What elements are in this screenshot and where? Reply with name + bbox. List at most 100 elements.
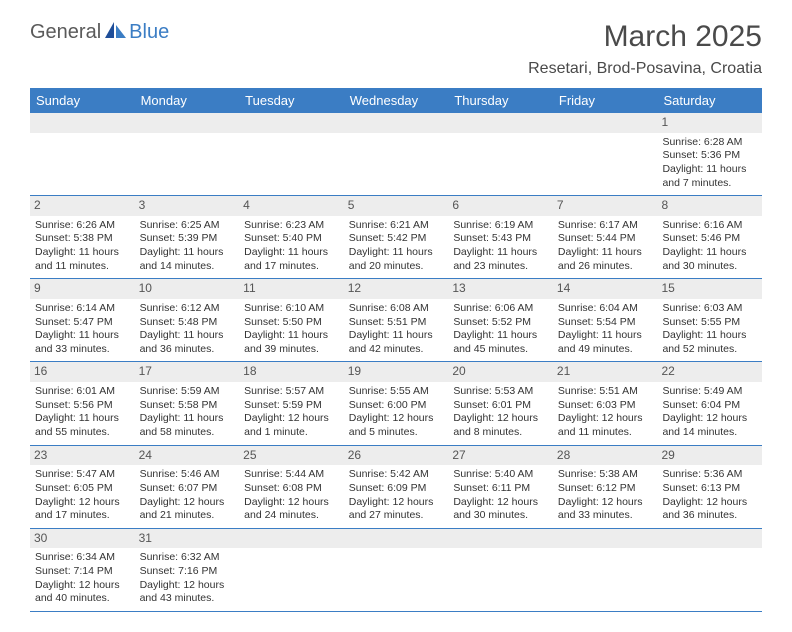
daylight-text: Daylight: 12 hours and 5 minutes. <box>349 412 444 439</box>
day-cell <box>30 113 135 195</box>
sunset-text: Sunset: 6:00 PM <box>349 399 444 413</box>
sunrise-text: Sunrise: 5:53 AM <box>453 385 548 399</box>
day-number: 21 <box>553 362 658 382</box>
daylight-text: Daylight: 12 hours and 24 minutes. <box>244 496 339 523</box>
day-cell: 5Sunrise: 6:21 AMSunset: 5:42 PMDaylight… <box>344 196 449 278</box>
day-number: 2 <box>30 196 135 216</box>
day-number: 17 <box>135 362 240 382</box>
day-number: 6 <box>448 196 553 216</box>
sunrise-text: Sunrise: 6:01 AM <box>35 385 130 399</box>
day-cell: 24Sunrise: 5:46 AMSunset: 6:07 PMDayligh… <box>135 446 240 528</box>
sunset-text: Sunset: 5:38 PM <box>35 232 130 246</box>
day-number: 8 <box>657 196 762 216</box>
day-number <box>448 529 553 549</box>
day-cell: 29Sunrise: 5:36 AMSunset: 6:13 PMDayligh… <box>657 446 762 528</box>
sunrise-text: Sunrise: 5:51 AM <box>558 385 653 399</box>
day-number: 7 <box>553 196 658 216</box>
day-cell <box>553 529 658 611</box>
sunrise-text: Sunrise: 5:59 AM <box>140 385 235 399</box>
daylight-text: Daylight: 11 hours and 36 minutes. <box>140 329 235 356</box>
sunrise-text: Sunrise: 6:28 AM <box>662 136 757 150</box>
week-row: 30Sunrise: 6:34 AMSunset: 7:14 PMDayligh… <box>30 529 762 612</box>
day-cell: 2Sunrise: 6:26 AMSunset: 5:38 PMDaylight… <box>30 196 135 278</box>
day-cell: 12Sunrise: 6:08 AMSunset: 5:51 PMDayligh… <box>344 279 449 361</box>
sunrise-text: Sunrise: 5:49 AM <box>662 385 757 399</box>
day-cell: 6Sunrise: 6:19 AMSunset: 5:43 PMDaylight… <box>448 196 553 278</box>
sunset-text: Sunset: 6:01 PM <box>453 399 548 413</box>
daylight-text: Daylight: 11 hours and 45 minutes. <box>453 329 548 356</box>
sunrise-text: Sunrise: 5:40 AM <box>453 468 548 482</box>
day-cell: 3Sunrise: 6:25 AMSunset: 5:39 PMDaylight… <box>135 196 240 278</box>
daylight-text: Daylight: 11 hours and 42 minutes. <box>349 329 444 356</box>
week-row: 16Sunrise: 6:01 AMSunset: 5:56 PMDayligh… <box>30 362 762 445</box>
day-cell <box>657 529 762 611</box>
sunrise-text: Sunrise: 6:34 AM <box>35 551 130 565</box>
daylight-text: Daylight: 11 hours and 7 minutes. <box>662 163 757 190</box>
sunset-text: Sunset: 5:43 PM <box>453 232 548 246</box>
day-number <box>239 529 344 549</box>
day-number <box>344 113 449 133</box>
day-number: 20 <box>448 362 553 382</box>
day-number: 19 <box>344 362 449 382</box>
day-number <box>657 529 762 549</box>
sunrise-text: Sunrise: 5:46 AM <box>140 468 235 482</box>
day-cell: 25Sunrise: 5:44 AMSunset: 6:08 PMDayligh… <box>239 446 344 528</box>
day-cell: 1Sunrise: 6:28 AMSunset: 5:36 PMDaylight… <box>657 113 762 195</box>
week-row: 9Sunrise: 6:14 AMSunset: 5:47 PMDaylight… <box>30 279 762 362</box>
daylight-text: Daylight: 11 hours and 33 minutes. <box>35 329 130 356</box>
day-cell: 7Sunrise: 6:17 AMSunset: 5:44 PMDaylight… <box>553 196 658 278</box>
daylight-text: Daylight: 12 hours and 36 minutes. <box>662 496 757 523</box>
sunrise-text: Sunrise: 6:12 AM <box>140 302 235 316</box>
sunset-text: Sunset: 5:59 PM <box>244 399 339 413</box>
day-header-cell: Friday <box>553 88 658 113</box>
sunset-text: Sunset: 5:58 PM <box>140 399 235 413</box>
sunset-text: Sunset: 5:51 PM <box>349 316 444 330</box>
sunset-text: Sunset: 5:46 PM <box>662 232 757 246</box>
sunrise-text: Sunrise: 6:16 AM <box>662 219 757 233</box>
day-number <box>448 113 553 133</box>
logo-text-blue: Blue <box>129 21 169 44</box>
sunrise-text: Sunrise: 5:36 AM <box>662 468 757 482</box>
day-number <box>553 113 658 133</box>
day-number: 24 <box>135 446 240 466</box>
day-cell <box>448 529 553 611</box>
daylight-text: Daylight: 11 hours and 20 minutes. <box>349 246 444 273</box>
sunset-text: Sunset: 5:44 PM <box>558 232 653 246</box>
sunset-text: Sunset: 5:50 PM <box>244 316 339 330</box>
day-cell <box>344 529 449 611</box>
header: General Blue March 2025 Resetari, Brod-P… <box>30 20 762 78</box>
sunrise-text: Sunrise: 6:25 AM <box>140 219 235 233</box>
daylight-text: Daylight: 12 hours and 1 minute. <box>244 412 339 439</box>
day-number: 5 <box>344 196 449 216</box>
sunset-text: Sunset: 6:09 PM <box>349 482 444 496</box>
sunrise-text: Sunrise: 6:03 AM <box>662 302 757 316</box>
sunset-text: Sunset: 5:40 PM <box>244 232 339 246</box>
day-cell: 22Sunrise: 5:49 AMSunset: 6:04 PMDayligh… <box>657 362 762 444</box>
day-cell <box>239 529 344 611</box>
sunrise-text: Sunrise: 5:55 AM <box>349 385 444 399</box>
day-header-cell: Saturday <box>657 88 762 113</box>
sunset-text: Sunset: 5:47 PM <box>35 316 130 330</box>
sunrise-text: Sunrise: 6:10 AM <box>244 302 339 316</box>
day-cell: 11Sunrise: 6:10 AMSunset: 5:50 PMDayligh… <box>239 279 344 361</box>
daylight-text: Daylight: 11 hours and 58 minutes. <box>140 412 235 439</box>
sunrise-text: Sunrise: 6:17 AM <box>558 219 653 233</box>
day-number: 11 <box>239 279 344 299</box>
daylight-text: Daylight: 11 hours and 23 minutes. <box>453 246 548 273</box>
sunset-text: Sunset: 5:56 PM <box>35 399 130 413</box>
day-number: 31 <box>135 529 240 549</box>
sunrise-text: Sunrise: 6:04 AM <box>558 302 653 316</box>
day-number: 15 <box>657 279 762 299</box>
sunset-text: Sunset: 6:05 PM <box>35 482 130 496</box>
day-header-cell: Tuesday <box>239 88 344 113</box>
logo-text-general: General <box>30 21 101 44</box>
sunset-text: Sunset: 6:04 PM <box>662 399 757 413</box>
day-header-cell: Wednesday <box>344 88 449 113</box>
day-number: 30 <box>30 529 135 549</box>
day-number: 14 <box>553 279 658 299</box>
sunset-text: Sunset: 7:16 PM <box>140 565 235 579</box>
sunset-text: Sunset: 5:55 PM <box>662 316 757 330</box>
day-cell: 31Sunrise: 6:32 AMSunset: 7:16 PMDayligh… <box>135 529 240 611</box>
day-number: 23 <box>30 446 135 466</box>
sunset-text: Sunset: 6:12 PM <box>558 482 653 496</box>
